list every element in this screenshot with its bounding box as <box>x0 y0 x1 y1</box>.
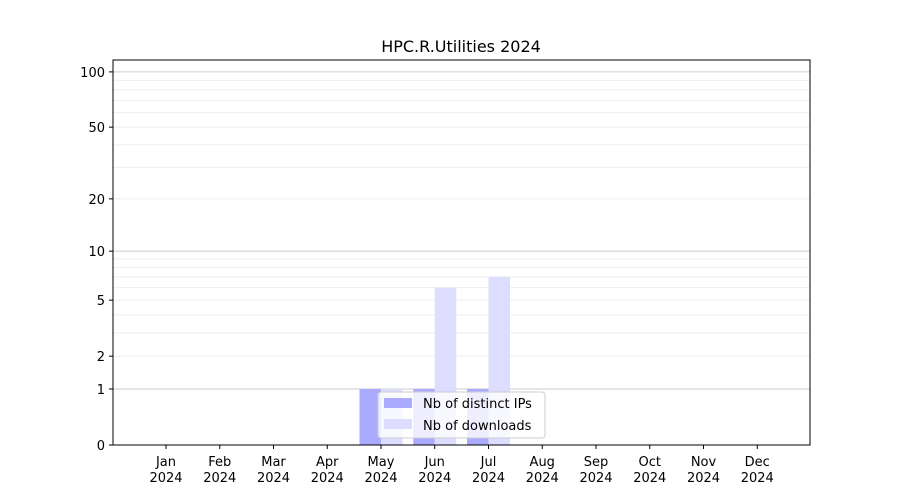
x-tick-label: Aug <box>530 455 555 470</box>
x-tick-label: 2024 <box>526 471 559 486</box>
plot-frame <box>112 59 811 446</box>
x-tick-label: Feb <box>208 455 231 470</box>
x-tick-label: Sep <box>584 455 609 470</box>
x-tick-label: 2024 <box>472 471 505 486</box>
legend-label-ips: Nb of distinct IPs <box>423 397 532 412</box>
legend-swatch-downloads <box>384 419 412 429</box>
y-tick-label: 1 <box>97 383 105 398</box>
x-tick-label: Mar <box>261 455 286 470</box>
y-tick-label: 100 <box>80 66 105 81</box>
x-tick-label: 2024 <box>418 471 451 486</box>
x-tick-label: Nov <box>691 455 717 470</box>
y-tick-label: 50 <box>88 121 105 136</box>
x-tick-label: 2024 <box>311 471 344 486</box>
x-tick-label: Apr <box>316 455 339 470</box>
x-tick-label: Jun <box>424 455 445 470</box>
x-tick-label: Dec <box>745 455 770 470</box>
x-tick-label: 2024 <box>633 471 666 486</box>
x-tick-label: 2024 <box>257 471 290 486</box>
chart-title: HPC.R.Utilities 2024 <box>381 37 541 56</box>
y-tick-label: 2 <box>97 350 105 365</box>
legend: Nb of distinct IPs Nb of downloads <box>377 391 546 439</box>
x-tick-label: 2024 <box>364 471 397 486</box>
legend-label-downloads: Nb of downloads <box>423 419 532 434</box>
x-tick-label: 2024 <box>741 471 774 486</box>
y-tick-label: 5 <box>97 294 105 309</box>
x-tick-label: 2024 <box>149 471 182 486</box>
x-tick-label: 2024 <box>579 471 612 486</box>
x-tick-label: May <box>368 455 395 470</box>
legend-box <box>377 391 546 439</box>
x-tick-label: 2024 <box>203 471 236 486</box>
legend-swatch-ips <box>384 398 412 408</box>
y-tick-label: 20 <box>88 193 105 208</box>
x-tick-label: Jan <box>155 455 176 470</box>
x-tick-label: Oct <box>639 455 661 470</box>
y-tick-label: 10 <box>88 245 105 260</box>
bar-distinct-ips <box>359 388 381 445</box>
y-tick-label: 0 <box>97 439 105 454</box>
x-tick-label: 2024 <box>687 471 720 486</box>
x-tick-label: Jul <box>480 455 497 470</box>
